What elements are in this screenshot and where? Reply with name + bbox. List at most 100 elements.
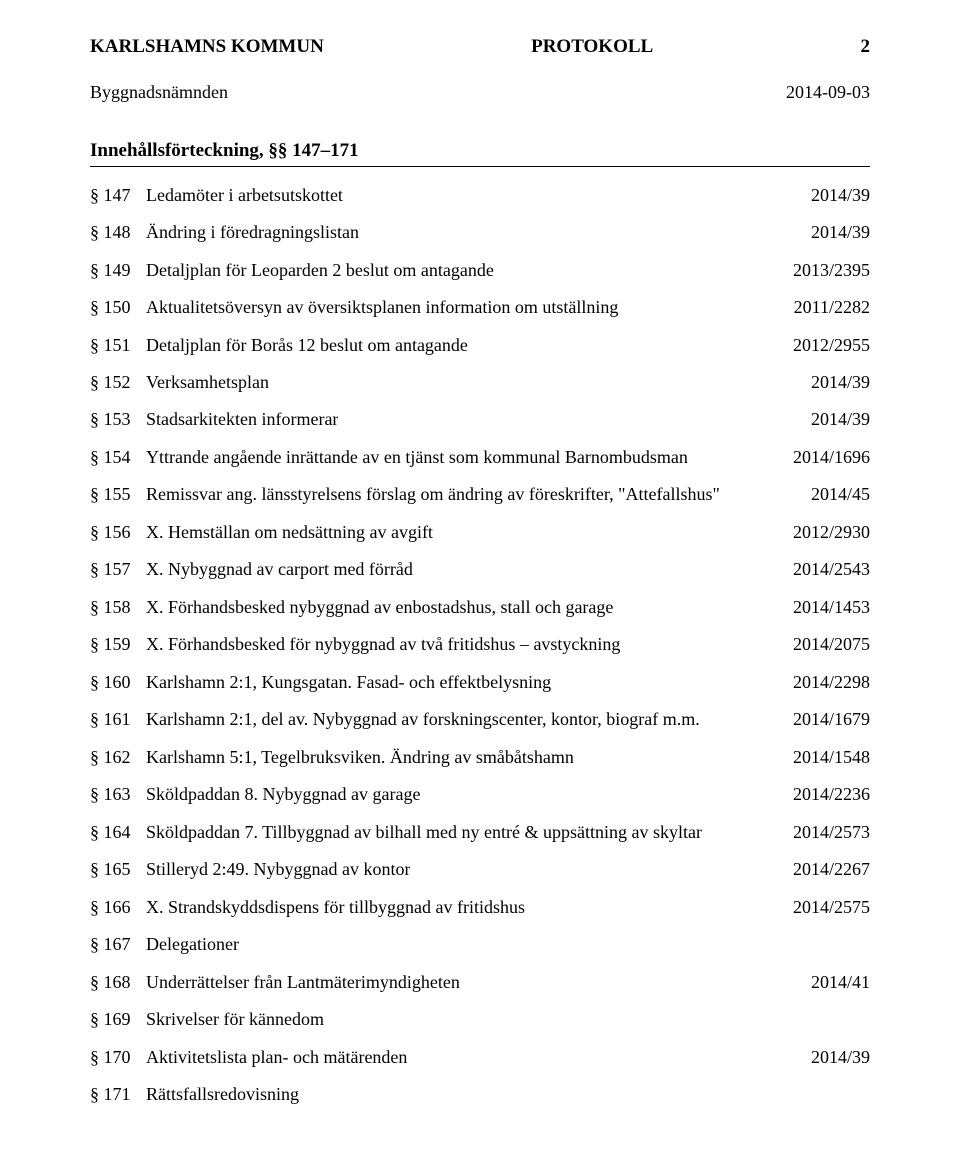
toc-item-left: § 156X. Hemställan om nedsättning av avg… [90,520,781,544]
toc-item-left: § 160Karlshamn 2:1, Kungsgatan. Fasad- o… [90,670,781,694]
toc-item-ref: 2014/1696 [781,445,870,469]
toc-item-ref: 2014/2575 [781,895,870,919]
toc-item-text: X. Förhandsbesked för nybyggnad av två f… [146,632,620,656]
toc-item-ref: 2014/39 [799,1045,870,1069]
toc-item-left: § 150Aktualitetsöversyn av översiktsplan… [90,295,782,319]
toc-item-ref: 2014/2298 [781,670,870,694]
toc-item-text: Remissvar ang. länsstyrelsens förslag om… [146,482,720,506]
toc-item-left: § 155Remissvar ang. länsstyrelsens försl… [90,482,799,506]
toc-item-left: § 157X. Nybyggnad av carport med förråd [90,557,781,581]
header-page-number: 2 [861,34,871,60]
subheader-left: Byggnadsnämnden [90,80,228,104]
toc-item-left: § 168Underrättelser från Lantmäterimyndi… [90,970,799,994]
toc-section-number: § 149 [90,258,146,282]
toc-item-text: Ändring i föredragningslistan [146,220,359,244]
toc-item: § 166X. Strandskyddsdispens för tillbygg… [90,895,870,919]
toc-item-text: X. Nybyggnad av carport med förråd [146,557,413,581]
toc-item-text: Aktualitetsöversyn av översiktsplanen in… [146,295,618,319]
toc-item-left: § 162Karlshamn 5:1, Tegelbruksviken. Änd… [90,745,781,769]
toc-item-left: § 170Aktivitetslista plan- och mätärende… [90,1045,799,1069]
toc-item-text: Skrivelser för kännedom [146,1007,324,1031]
toc-item: § 152Verksamhetsplan2014/39 [90,370,870,394]
toc-item-left: § 152Verksamhetsplan [90,370,799,394]
toc-item-text: Delegationer [146,932,239,956]
toc-item-left: § 167Delegationer [90,932,858,956]
toc-item-ref: 2014/1548 [781,745,870,769]
toc-item-left: § 164Sköldpaddan 7. Tillbyggnad av bilha… [90,820,781,844]
toc-list: § 147Ledamöter i arbetsutskottet2014/39§… [90,183,870,1107]
toc-item: § 161Karlshamn 2:1, del av. Nybyggnad av… [90,707,870,731]
toc-section-number: § 166 [90,895,146,919]
toc-item-ref: 2014/2543 [781,557,870,581]
toc-item-text: Detaljplan för Leoparden 2 beslut om ant… [146,258,494,282]
toc-item: § 168Underrättelser från Lantmäterimyndi… [90,970,870,994]
toc-item: § 169Skrivelser för kännedom [90,1007,870,1031]
toc-item-left: § 149Detaljplan för Leoparden 2 beslut o… [90,258,781,282]
toc-item-text: Yttrande angående inrättande av en tjäns… [146,445,688,469]
toc-item-left: § 153Stadsarkitekten informerar [90,407,799,431]
toc-section-number: § 150 [90,295,146,319]
toc-item: § 147Ledamöter i arbetsutskottet2014/39 [90,183,870,207]
toc-section-number: § 151 [90,333,146,357]
toc-item: § 151Detaljplan för Borås 12 beslut om a… [90,333,870,357]
toc-item-ref: 2014/39 [799,220,870,244]
toc-section-number: § 158 [90,595,146,619]
toc-item-text: Stilleryd 2:49. Nybyggnad av kontor [146,857,410,881]
subheader-row: Byggnadsnämnden 2014-09-03 [90,80,870,104]
toc-section-number: § 153 [90,407,146,431]
toc-item-left: § 171Rättsfallsredovisning [90,1082,858,1106]
toc-item-ref: 2014/2236 [781,782,870,806]
toc-section-number: § 164 [90,820,146,844]
toc-section-number: § 160 [90,670,146,694]
toc-section-number: § 157 [90,557,146,581]
toc-section-number: § 169 [90,1007,146,1031]
toc-item: § 157X. Nybyggnad av carport med förråd2… [90,557,870,581]
toc-item-ref: 2014/41 [799,970,870,994]
toc-item: § 167Delegationer [90,932,870,956]
toc-item-left: § 158X. Förhandsbesked nybyggnad av enbo… [90,595,781,619]
toc-item-text: Aktivitetslista plan- och mätärenden [146,1045,407,1069]
toc-item-ref: 2014/2573 [781,820,870,844]
toc-item-left: § 163Sköldpaddan 8. Nybyggnad av garage [90,782,781,806]
toc-item: § 162Karlshamn 5:1, Tegelbruksviken. Änd… [90,745,870,769]
toc-section-number: § 147 [90,183,146,207]
toc-item-left: § 147Ledamöter i arbetsutskottet [90,183,799,207]
toc-item-ref: 2014/2075 [781,632,870,656]
toc-item-text: Verksamhetsplan [146,370,269,394]
toc-item-text: Sköldpaddan 8. Nybyggnad av garage [146,782,420,806]
toc-item-text: Underrättelser från Lantmäterimyndighete… [146,970,460,994]
toc-item-text: Sköldpaddan 7. Tillbyggnad av bilhall me… [146,820,702,844]
toc-item-text: X. Strandskyddsdispens för tillbyggnad a… [146,895,525,919]
toc-item: § 164Sköldpaddan 7. Tillbyggnad av bilha… [90,820,870,844]
toc-item-ref: 2014/39 [799,407,870,431]
toc-section-number: § 171 [90,1082,146,1106]
toc-section-number: § 148 [90,220,146,244]
toc-section-number: § 167 [90,932,146,956]
toc-item-ref: 2014/39 [799,370,870,394]
document-page: KARLSHAMNS KOMMUN PROTOKOLL 2 Byggnadsnä… [0,0,960,1160]
toc-item-text: Karlshamn 2:1, del av. Nybyggnad av fors… [146,707,700,731]
toc-item-left: § 161Karlshamn 2:1, del av. Nybyggnad av… [90,707,781,731]
toc-item-text: Rättsfallsredovisning [146,1082,299,1106]
toc-item-ref: 2013/2395 [781,258,870,282]
toc-item: § 165Stilleryd 2:49. Nybyggnad av kontor… [90,857,870,881]
toc-item: § 160Karlshamn 2:1, Kungsgatan. Fasad- o… [90,670,870,694]
toc-item: § 149Detaljplan för Leoparden 2 beslut o… [90,258,870,282]
toc-item: § 158X. Förhandsbesked nybyggnad av enbo… [90,595,870,619]
toc-item-left: § 165Stilleryd 2:49. Nybyggnad av kontor [90,857,781,881]
toc-section-number: § 152 [90,370,146,394]
toc-section-number: § 156 [90,520,146,544]
toc-item: § 170Aktivitetslista plan- och mätärende… [90,1045,870,1069]
toc-item-left: § 159X. Förhandsbesked för nybyggnad av … [90,632,781,656]
toc-item: § 155Remissvar ang. länsstyrelsens försl… [90,482,870,506]
toc-item: § 154Yttrande angående inrättande av en … [90,445,870,469]
header-center: PROTOKOLL [531,34,653,60]
toc-section-number: § 155 [90,482,146,506]
toc-item-text: Karlshamn 2:1, Kungsgatan. Fasad- och ef… [146,670,551,694]
toc-item-text: Detaljplan för Borås 12 beslut om antaga… [146,333,468,357]
toc-section-number: § 163 [90,782,146,806]
toc-section-number: § 168 [90,970,146,994]
toc-item-text: Karlshamn 5:1, Tegelbruksviken. Ändring … [146,745,574,769]
header-left: KARLSHAMNS KOMMUN [90,34,324,60]
toc-title-row: Innehållsförteckning, §§ 147–171 [90,138,870,167]
